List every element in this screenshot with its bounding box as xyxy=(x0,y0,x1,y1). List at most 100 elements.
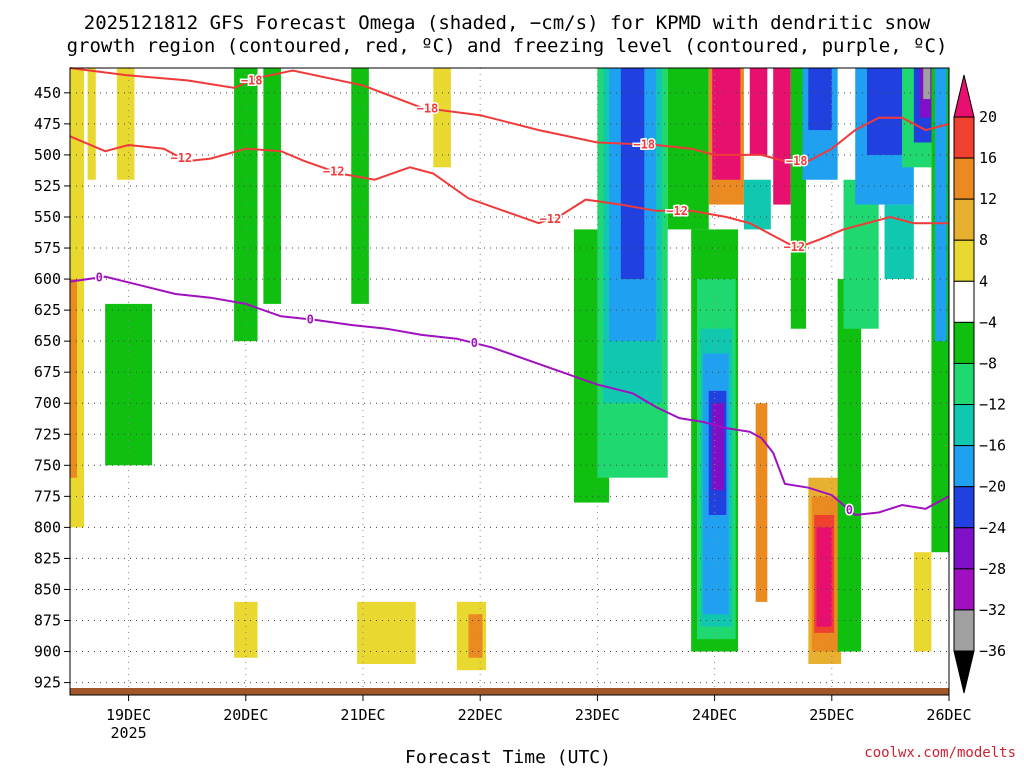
y-tick-label-9: 675 xyxy=(34,363,61,381)
y-tick-label-5: 575 xyxy=(34,239,61,257)
x-tick-label-6: 25DEC xyxy=(809,706,854,724)
y-tick-label-18: 900 xyxy=(34,643,61,661)
colorbar-bin-6 xyxy=(953,321,975,364)
colorbar-bin-12 xyxy=(953,568,975,611)
omega-region-30 xyxy=(773,68,791,205)
omega-region-6 xyxy=(234,601,258,658)
colorbar-bin-8 xyxy=(953,404,975,447)
contour-label-minus18-1: −18 xyxy=(417,101,439,115)
x-tick-label-7: 26DEC xyxy=(926,706,971,724)
y-tick-label-7: 625 xyxy=(34,301,61,319)
colorbar-bin-10 xyxy=(953,486,975,529)
colorbar-label-4: 4 xyxy=(979,272,988,290)
x-axis-label: Forecast Time (UTC) xyxy=(405,747,611,768)
x-tick-label-0: 19DEC xyxy=(106,706,151,724)
colorbar-top-arrow xyxy=(953,74,975,118)
omega-region-41 xyxy=(866,68,903,155)
colorbar-label-5: −4 xyxy=(979,313,997,331)
contour-label-minus12-3: −12 xyxy=(666,204,688,218)
colorbar-label-6: −8 xyxy=(979,354,997,372)
x-tick-label-3: 22DEC xyxy=(458,706,503,724)
x-tick-label-5: 24DEC xyxy=(692,706,737,724)
y-tick-label-3: 525 xyxy=(34,177,61,195)
omega-region-3 xyxy=(116,68,135,180)
colorbar-label-1: 16 xyxy=(979,149,997,167)
colorbar-bin-9 xyxy=(953,445,975,488)
y-tick-label-0: 450 xyxy=(34,84,61,102)
omega-region-46 xyxy=(923,68,931,100)
y-tick-label-4: 550 xyxy=(34,208,61,226)
y-tick-label-2: 500 xyxy=(34,146,61,164)
colorbar: 20 16 12 8 4 −4 −8 −12 −16 −20 −24 −28 −32 −36 xyxy=(953,74,1006,694)
omega-region-12 xyxy=(468,614,483,658)
colorbar-label-3: 8 xyxy=(979,231,988,249)
y-tick-label-19: 925 xyxy=(34,674,61,692)
contour-label-minus12-4: −12 xyxy=(783,240,805,254)
colorbar-bin-7 xyxy=(953,362,975,406)
colorbar-label-11: −28 xyxy=(979,560,1006,578)
omega-region-1 xyxy=(70,279,78,478)
contour-label-minus12-0: −12 xyxy=(170,151,192,165)
omega-region-38 xyxy=(837,279,862,652)
contour-minus12 xyxy=(69,135,949,250)
colorbar-label-0: 20 xyxy=(979,108,997,126)
omega-region-24 xyxy=(712,403,724,491)
y-axis: 450 475 500 525 550 575 600 625 650 675 700 725 750 7… xyxy=(34,84,70,692)
x-tick-label-2: 21DEC xyxy=(340,706,385,724)
omega-region-26 xyxy=(712,68,741,180)
omega-shading xyxy=(70,68,949,671)
colorbar-label-8: −16 xyxy=(979,437,1006,455)
contour-label-minus18-2: −18 xyxy=(633,137,655,151)
omega-region-29 xyxy=(755,403,768,602)
y-tick-label-15: 825 xyxy=(34,549,61,567)
omega-region-28 xyxy=(743,179,771,230)
omega-region-7 xyxy=(263,68,281,304)
colorbar-bin-1 xyxy=(953,116,975,159)
y-tick-label-13: 775 xyxy=(34,487,61,505)
colorbar-label-10: −24 xyxy=(979,519,1006,537)
contour-minus18 xyxy=(69,67,950,163)
contour-label-minus12-2: −12 xyxy=(540,212,562,226)
colorbar-bin-11 xyxy=(953,527,975,570)
colorbar-label-7: −12 xyxy=(979,396,1006,414)
omega-region-17 xyxy=(620,68,645,280)
colorbar-bin-2 xyxy=(953,157,975,200)
ground-strip xyxy=(70,688,949,695)
y-tick-label-10: 700 xyxy=(34,394,61,412)
colorbar-label-9: −20 xyxy=(979,478,1006,496)
contour-label-minus18-0: −18 xyxy=(241,73,263,87)
chart-title-line-1: 2025121812 GFS Forecast Omega (shaded, −… xyxy=(84,12,931,34)
y-tick-label-11: 725 xyxy=(34,425,61,443)
omega-region-10 xyxy=(433,68,451,168)
y-tick-label-8: 650 xyxy=(34,332,61,350)
omega-region-33 xyxy=(808,68,832,131)
omega-region-4 xyxy=(105,303,153,466)
contour-label-freezing-0: 0 xyxy=(96,270,103,284)
y-tick-label-6: 600 xyxy=(34,270,61,288)
colorbar-label-12: −32 xyxy=(979,601,1006,619)
omega-region-27 xyxy=(749,68,768,155)
contour-label-freezing-2: 0 xyxy=(471,336,478,350)
credit-link[interactable]: coolwx.com/modelts xyxy=(864,745,1016,761)
y-tick-label-16: 850 xyxy=(34,580,61,598)
y-tick-label-17: 875 xyxy=(34,612,61,630)
x-tick-label-4: 23DEC xyxy=(575,706,620,724)
contour-lines: −18 −18 −18 −18 −12 −12 −12 −12 −12 0 0 0 0 xyxy=(69,67,950,519)
grid-lines xyxy=(70,68,950,695)
omega-region-49 xyxy=(913,552,932,652)
contour-label-freezing-3: 0 xyxy=(846,503,853,517)
colorbar-bin-13 xyxy=(953,609,975,652)
omega-region-31 xyxy=(790,68,807,329)
plot-frame xyxy=(69,67,950,696)
colorbar-bottom-arrow xyxy=(953,650,975,694)
colorbar-label-2: 12 xyxy=(979,190,997,208)
colorbar-bin-4 xyxy=(953,239,975,282)
omega-region-5 xyxy=(234,68,258,342)
colorbar-label-13: −36 xyxy=(979,642,1006,660)
omega-region-37 xyxy=(816,527,832,627)
plot-area: −18 −18 −18 −18 −12 −12 −12 −12 −12 0 0 0 0 xyxy=(69,67,950,696)
contour-label-minus18-3: −18 xyxy=(786,154,808,168)
y-tick-label-12: 750 xyxy=(34,456,61,474)
